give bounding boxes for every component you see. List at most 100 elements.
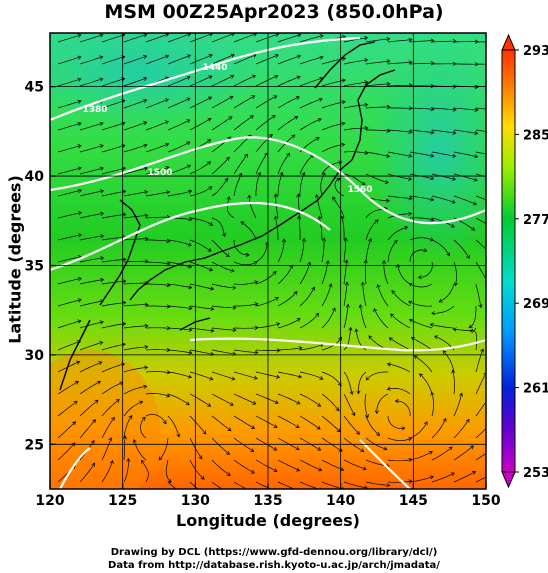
streamline-arrow — [408, 479, 413, 484]
streamline — [365, 38, 390, 43]
streamline — [409, 237, 434, 241]
streamline-arrow — [497, 131, 500, 135]
streamline — [419, 373, 433, 395]
streamline — [387, 151, 412, 157]
streamline-arrow — [386, 198, 390, 203]
x-tick-label: 150 — [471, 493, 500, 509]
streamline-arrow — [368, 335, 373, 340]
streamline-arrow — [423, 421, 428, 426]
streamline — [277, 415, 300, 428]
streamline — [321, 415, 341, 432]
streamline — [475, 476, 486, 483]
streamline-arrow — [166, 370, 171, 375]
streamline — [145, 143, 169, 153]
streamline-arrow — [471, 226, 476, 231]
streamline — [167, 97, 191, 109]
streamline — [101, 78, 125, 87]
streamline-arrow — [253, 375, 258, 380]
streamline — [409, 217, 434, 221]
x-axis-ticks: 120 125 130 135 140 145 150 — [35, 483, 501, 509]
streamline-arrow — [361, 181, 366, 186]
streamline-arrow — [296, 400, 301, 405]
streamline — [123, 167, 148, 175]
streamline — [255, 393, 279, 404]
streamline-arrow — [468, 324, 473, 329]
x-tick-label: 135 — [253, 493, 282, 509]
streamline-arrow — [229, 492, 233, 495]
streamline-arrow — [342, 486, 345, 489]
streamline — [321, 307, 336, 329]
streamline-arrow — [298, 346, 303, 351]
streamline-arrow — [341, 121, 346, 126]
streamline-arrow — [316, 425, 321, 430]
streamline-arrow — [408, 211, 413, 216]
streamline — [255, 152, 268, 175]
streamline-arrow — [77, 121, 82, 127]
streamline — [431, 305, 455, 314]
streamline-arrow — [164, 120, 170, 125]
colorbar-tick-label: 253 — [523, 466, 548, 481]
streamline-arrow — [225, 253, 230, 258]
streamline-arrow — [497, 40, 500, 44]
streamline-arrow — [429, 475, 434, 480]
streamline — [299, 393, 321, 407]
streamline — [233, 393, 256, 405]
streamline-arrow — [344, 281, 350, 286]
streamline-arrow — [356, 430, 360, 435]
streamline-arrow — [295, 467, 301, 472]
streamline-arrow — [465, 418, 470, 423]
streamline-arrow — [272, 271, 277, 275]
streamline-arrow — [207, 247, 212, 252]
streamline — [57, 340, 81, 351]
streamline — [409, 451, 433, 461]
streamline — [277, 291, 298, 307]
streamline — [409, 151, 434, 157]
streamline — [145, 98, 169, 109]
x-tick-label: 130 — [181, 493, 210, 509]
streamline-arrow — [71, 442, 76, 447]
streamline — [145, 55, 169, 65]
streamline — [343, 327, 352, 351]
streamline — [167, 371, 192, 378]
contour-label: 1380 — [82, 105, 107, 115]
streamline — [343, 127, 368, 131]
streamline-arrow — [143, 143, 148, 148]
streamline-arrow — [450, 223, 455, 228]
streamline-arrow — [364, 35, 369, 41]
streamline-arrow — [210, 328, 215, 333]
streamline-arrow — [207, 117, 212, 122]
streamline-arrow — [108, 437, 113, 442]
streamline — [414, 355, 433, 373]
streamline-arrow — [224, 177, 229, 182]
streamline — [321, 283, 332, 307]
streamline-arrow — [209, 221, 214, 226]
streamline — [387, 226, 408, 241]
streamline — [140, 417, 147, 439]
streamline-arrow — [99, 341, 104, 346]
streamline-arrow — [187, 374, 192, 379]
streamline-arrow — [386, 36, 391, 42]
streamline — [387, 213, 412, 219]
streamline — [133, 439, 147, 461]
streamline-arrow — [495, 202, 499, 205]
streamline-arrow — [209, 286, 215, 291]
streamline-arrow — [166, 261, 171, 266]
streamline — [343, 437, 364, 452]
streamline-arrow — [317, 402, 322, 407]
streamline — [277, 481, 296, 489]
streamline-arrow — [474, 130, 479, 136]
streamline — [57, 122, 82, 131]
streamline — [365, 83, 390, 87]
streamline-arrow — [343, 237, 348, 242]
streamline — [123, 304, 148, 307]
streamline — [299, 118, 322, 131]
streamline — [167, 305, 192, 309]
streamline-arrow — [478, 304, 483, 309]
streamline-arrow — [188, 327, 193, 332]
streamline — [101, 437, 112, 461]
streamline-arrow — [450, 472, 455, 477]
streamline — [343, 282, 348, 307]
streamline-arrow — [340, 467, 345, 472]
streamline-arrow — [226, 450, 231, 455]
y-tick-label: 30 — [25, 348, 45, 364]
